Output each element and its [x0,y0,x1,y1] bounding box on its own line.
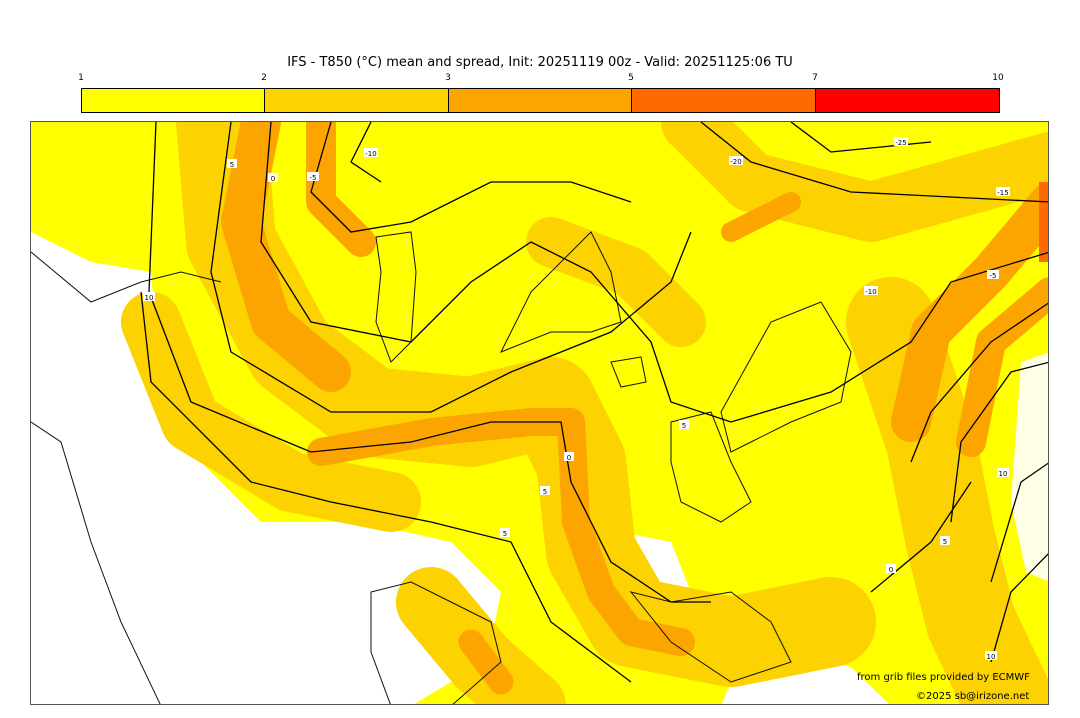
contour-label: -10 [865,288,876,296]
contour-label: 5 [503,530,507,538]
contour-label: -20 [730,158,741,166]
colorbar-segment-2-3 [265,89,449,112]
contour-label: 10 [145,294,154,302]
colorbar-segment-5-7 [632,89,816,112]
low-spread-area [1011,352,1048,582]
spread-band-3-5 [221,122,1048,695]
contour-label: -10 [365,150,376,158]
contour-label: -5 [990,272,997,280]
contour-label: -5 [310,174,317,182]
contour-label: -15 [997,189,1008,197]
contour-label: -25 [895,139,906,147]
colorbar-segment-1-2 [82,89,266,112]
contour-label: 10 [987,653,996,661]
contour-label: 5 [230,161,234,169]
data-source-credit: from grib files provided by ECMWF [857,672,1030,683]
spread-band-5-7 [1039,182,1048,262]
map-svg: 5 0 -5 -10 10 -20 -25 -15 -10 -5 5 0 5 5… [31,122,1048,704]
copyright-credit: ©2025 sb@irizone.net [916,691,1030,702]
colorbar-tick: 10 [992,73,1004,83]
colorbar-tick: 7 [812,73,818,83]
chart-title: IFS - T850 (°C) mean and spread, Init: 2… [287,55,793,70]
coastlines [31,231,852,704]
contour-label: 5 [543,488,547,496]
contour-label: 0 [271,175,275,183]
map-panel: 5 0 -5 -10 10 -20 -25 -15 -10 -5 5 0 5 5… [30,121,1049,705]
colorbar-tick: 3 [445,73,451,83]
colorbar-tick: 2 [261,73,267,83]
contour-labels: 5 0 -5 -10 10 -20 -25 -15 -10 -5 5 0 5 5… [143,137,1010,661]
colorbar [81,88,1000,113]
contour-label: 5 [943,538,947,546]
contour-label: 0 [889,566,893,574]
colorbar-segment-7-10 [815,89,999,112]
colorbar-segment-3-5 [448,89,633,112]
contour-label: 10 [999,470,1008,478]
low-spread-area [721,652,889,704]
colorbar-tick: 5 [628,73,634,83]
contour-label: 5 [682,422,686,430]
contour-label: 0 [567,454,571,462]
colorbar-tick: 1 [78,73,84,83]
